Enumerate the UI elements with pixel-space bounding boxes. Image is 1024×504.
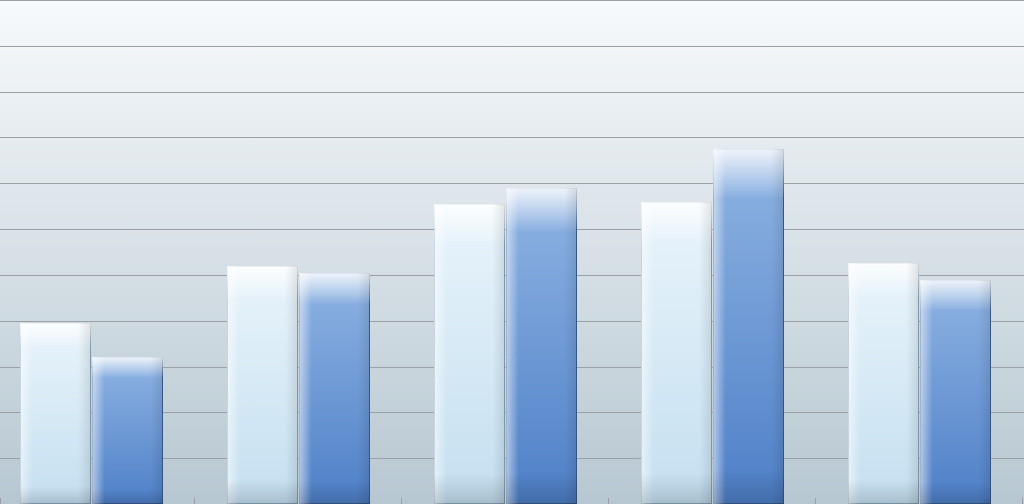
bar-series-a-g4 [641,202,712,504]
gridline [0,137,1024,138]
x-tick [608,498,609,504]
bar-series-a-g1 [20,323,91,504]
bar-series-b-g5 [920,280,991,504]
gridline [0,46,1024,47]
x-tick [815,498,816,504]
bar-series-b-g1 [92,357,163,504]
gridline [0,183,1024,184]
bar-chart [0,0,1024,504]
bar-series-a-g2 [227,266,298,504]
bar-series-a-g5 [848,263,919,504]
gridline [0,0,1024,1]
x-tick [0,498,1,504]
bar-series-a-g3 [434,204,505,504]
x-tick [194,498,195,504]
x-tick [1022,498,1023,504]
bar-series-b-g2 [299,273,370,504]
x-tick [401,498,402,504]
bar-series-b-g4 [713,149,784,504]
gridline [0,92,1024,93]
bar-series-b-g3 [506,188,577,504]
